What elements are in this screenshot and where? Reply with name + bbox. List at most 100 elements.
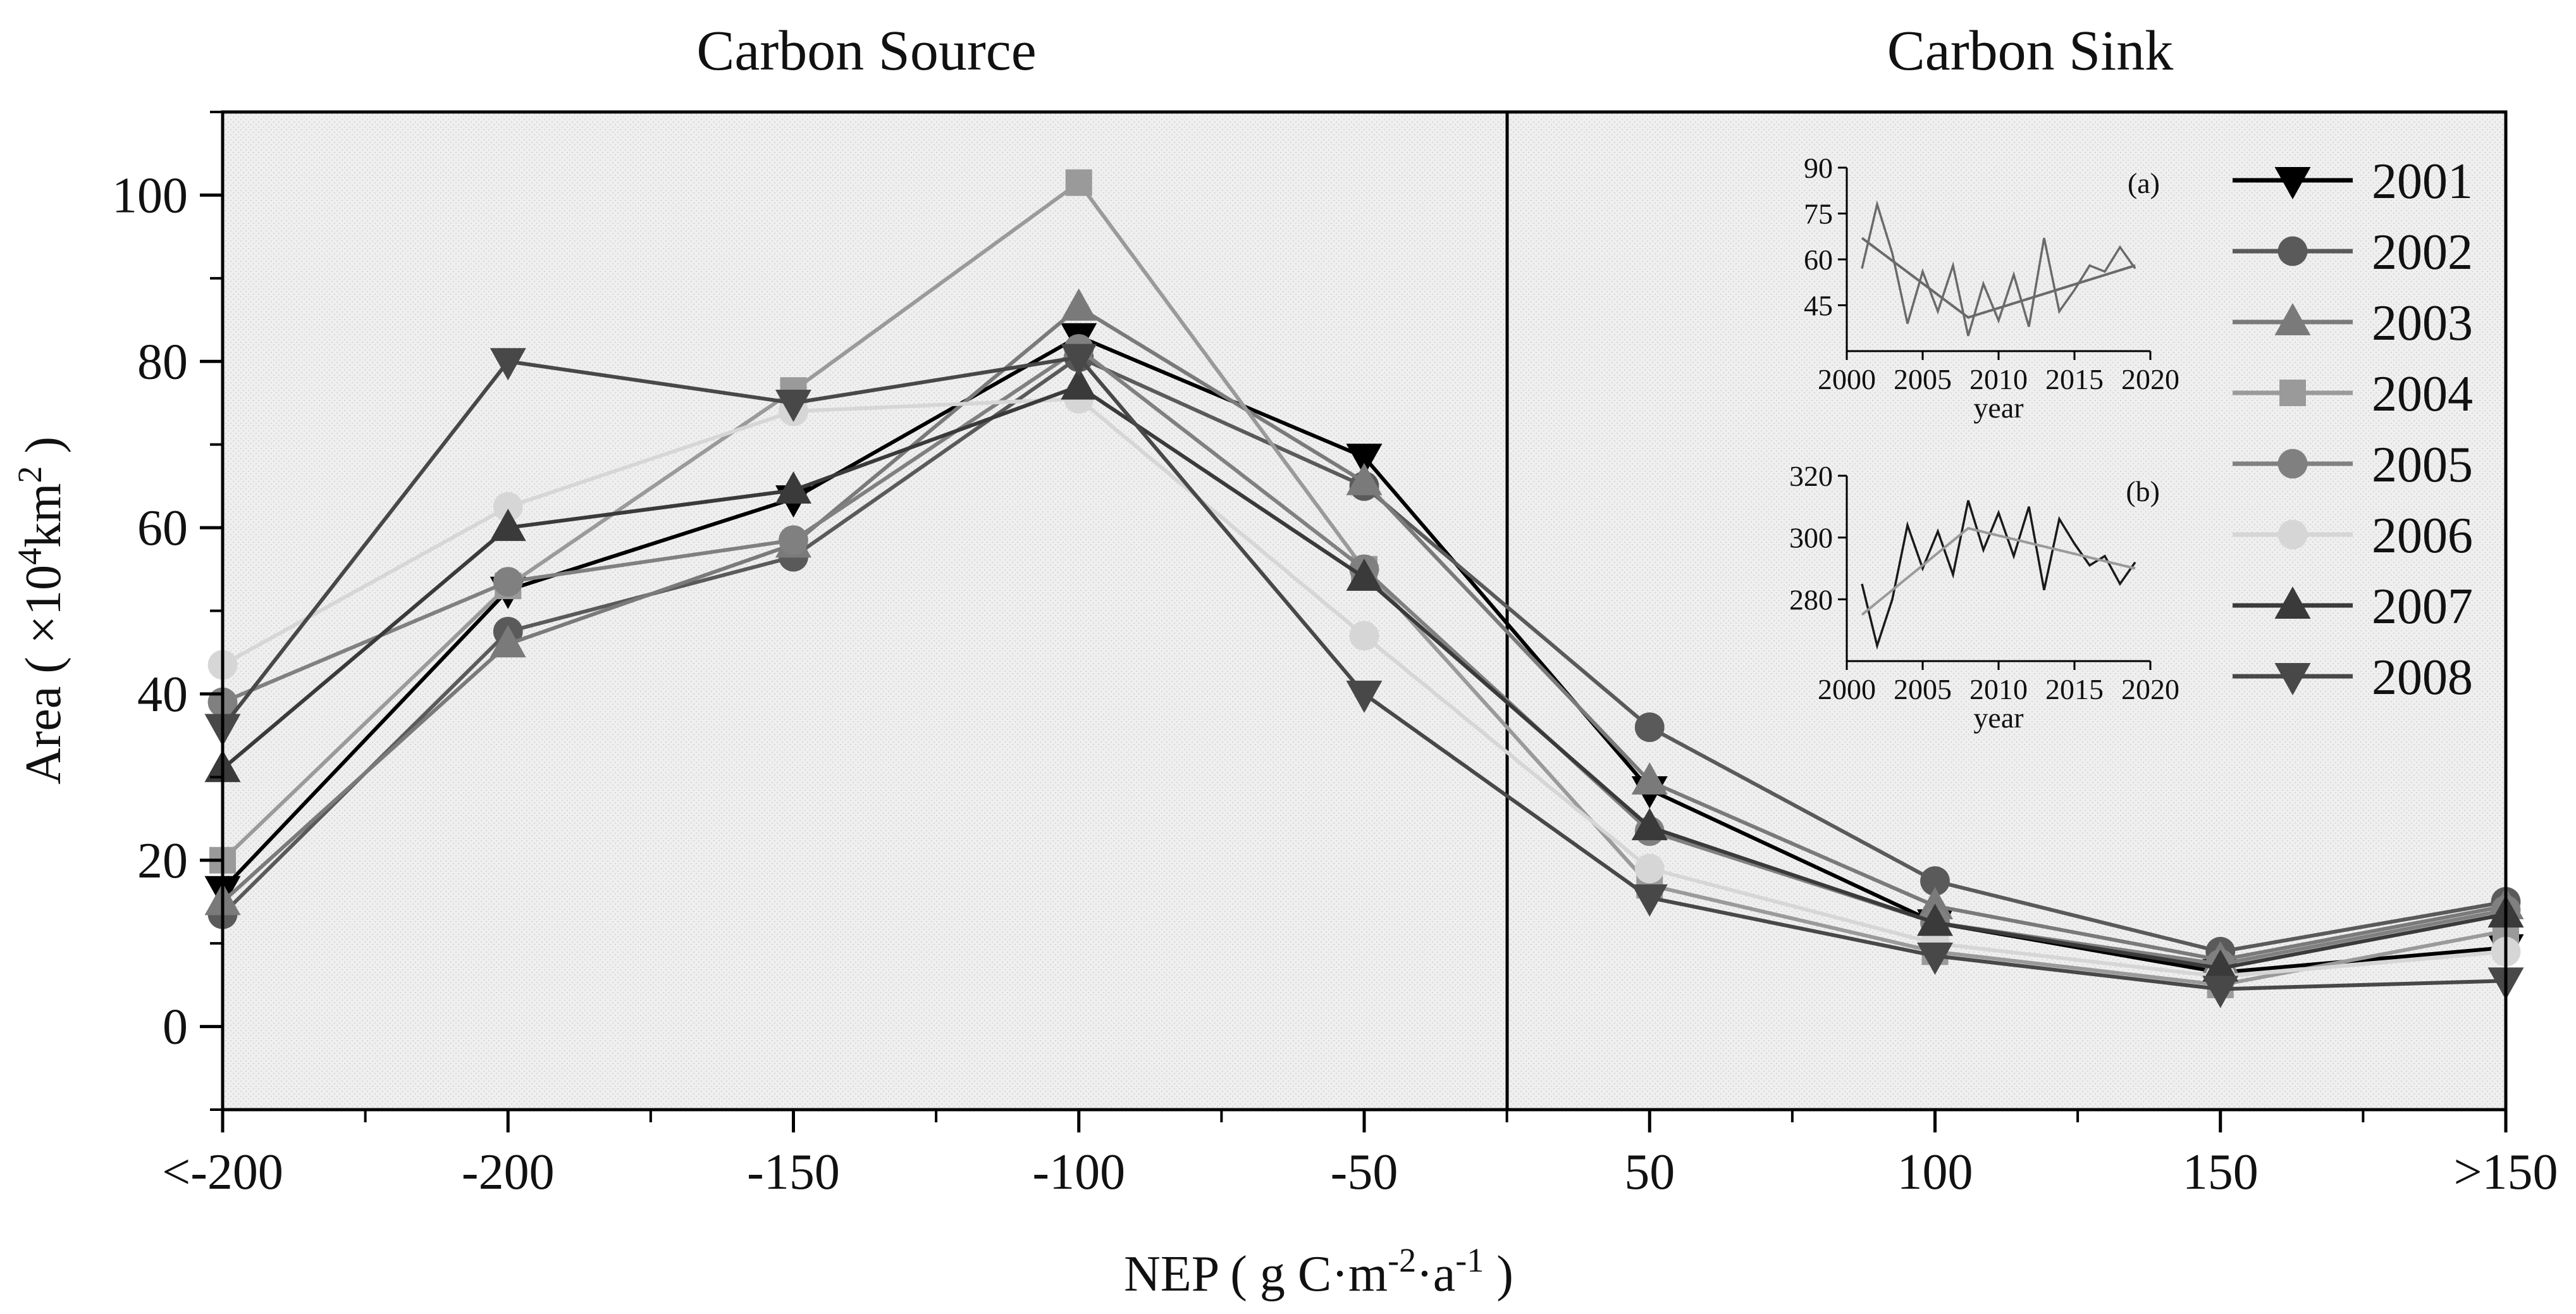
legend-item-2003: 2003	[2233, 295, 2473, 351]
data-point	[1346, 558, 1383, 591]
x-axis-title-close: )	[1484, 1246, 1513, 1302]
inset-y-tick-label: 90	[1804, 152, 1833, 184]
inset-y-tick-label: 280	[1789, 583, 1833, 616]
x-tick-label: <-200	[162, 1144, 283, 1200]
inset-trend-line	[1861, 237, 2136, 319]
y-tick-label: 60	[137, 500, 188, 556]
data-point	[1634, 853, 1665, 884]
inset-panel-label: (b)	[2126, 475, 2160, 507]
data-point	[1065, 169, 1092, 196]
data-point	[1917, 942, 1953, 975]
x-tick-label: >150	[2453, 1144, 2558, 1200]
legend-item-2002: 2002	[2233, 225, 2473, 280]
data-point	[2274, 303, 2311, 335]
inset-series-line	[1861, 500, 2136, 650]
data-point	[1917, 903, 1953, 936]
data-point	[1634, 712, 1665, 742]
legend-label: 2008	[2372, 650, 2473, 705]
data-point	[490, 625, 526, 658]
data-point	[2277, 449, 2308, 479]
data-point	[2274, 663, 2311, 695]
series-2007	[204, 367, 2524, 982]
inset-y-tick-label: 75	[1804, 198, 1833, 230]
data-point	[490, 348, 526, 381]
y-axis-title-unit-sup: 2	[11, 466, 49, 483]
y-axis-title-main: Area ( ×10	[16, 565, 71, 784]
data-point	[1631, 808, 1668, 841]
x-axis-title-main: NEP ( g C·m	[1124, 1246, 1388, 1302]
data-point	[490, 509, 526, 542]
data-point	[2202, 976, 2239, 1008]
x-tick-label: -100	[1032, 1144, 1125, 1200]
data-point	[1631, 762, 1668, 795]
legend-item-2005: 2005	[2233, 437, 2473, 493]
x-tick-label: -200	[462, 1144, 555, 1200]
data-point	[2277, 236, 2308, 266]
inset-0: 45 60 75 90 2000 2005 2010 2015 2020 year (a)	[1804, 152, 2179, 424]
data-point	[1061, 288, 1097, 321]
data-point	[2202, 949, 2239, 982]
y-tick-label: 40	[137, 667, 188, 722]
data-point	[779, 525, 808, 555]
x-tick-label: 150	[2183, 1144, 2259, 1200]
inset-x-tick-label: 2020	[2121, 673, 2179, 705]
inset-1: 280 300 320 2000 2005 2010 2015 2020 year (b)	[1789, 460, 2179, 734]
carbon-source-label: Carbon Source	[696, 20, 1036, 82]
y-tick-label: 100	[112, 168, 188, 223]
inset-trend-line	[1861, 526, 2136, 616]
legend-label: 2003	[2372, 295, 2473, 351]
inset-y-tick-label: 300	[1789, 522, 1833, 554]
x-tick-label: -50	[1331, 1144, 1398, 1200]
data-point	[2274, 167, 2311, 199]
legend-label: 2006	[2372, 508, 2473, 564]
x-tick-label: 100	[1897, 1144, 1973, 1200]
x-tick-label: 50	[1624, 1144, 1675, 1200]
data-point	[493, 492, 523, 522]
x-axis-title-sup2: -1	[1455, 1241, 1484, 1279]
x-axis-title: NEP ( g C·m-2·a-1 )	[1124, 1241, 1513, 1302]
data-point	[1346, 462, 1383, 495]
carbon-sink-label: Carbon Sink	[1887, 20, 2174, 82]
data-point	[775, 389, 811, 422]
inset-y-tick-label: 60	[1804, 244, 1833, 276]
data-point	[775, 471, 811, 504]
data-point	[2279, 380, 2306, 406]
data-point	[1061, 344, 1097, 376]
inset-x-tick-label: 2010	[1969, 363, 2028, 395]
legend-item-2004: 2004	[2233, 366, 2473, 422]
inset-x-title: year	[1973, 702, 2023, 734]
y-axis-title-unit: km	[16, 483, 71, 548]
legend-label: 2004	[2372, 366, 2473, 422]
data-point	[1346, 680, 1383, 713]
y-tick-label: 80	[137, 334, 188, 390]
legend-label: 2007	[2372, 579, 2473, 635]
data-point	[1920, 866, 1950, 896]
y-axis-title: Area ( ×104km2 )	[11, 437, 71, 784]
inset-x-tick-label: 2005	[1894, 363, 1952, 395]
x-axis-title-mid: ·a	[1416, 1246, 1455, 1302]
y-tick-label: 0	[163, 1000, 188, 1055]
legend-item-2001: 2001	[2233, 154, 2473, 209]
data-point	[1631, 884, 1668, 917]
data-point	[2277, 519, 2308, 550]
data-point	[1346, 443, 1383, 476]
legend-item-2007: 2007	[2233, 579, 2473, 635]
legend-item-2006: 2006	[2233, 508, 2473, 564]
legend-label: 2002	[2372, 225, 2473, 280]
y-axis-title-sup: 4	[11, 548, 49, 565]
data-point	[493, 567, 523, 597]
inset-x-tick-label: 2000	[1818, 363, 1876, 395]
data-point	[2274, 586, 2311, 619]
inset-series-line	[1861, 200, 2136, 337]
y-tick-label: 20	[137, 833, 188, 889]
data-point	[1349, 621, 1379, 651]
legend-label: 2001	[2372, 154, 2473, 209]
inset-x-tick-label: 2020	[2121, 363, 2179, 395]
x-axis-title-sup1: -2	[1388, 1241, 1416, 1279]
inset-x-tick-label: 2000	[1818, 673, 1876, 705]
legend-item-2008: 2008	[2233, 650, 2473, 705]
inset-x-title: year	[1973, 392, 2023, 424]
data-point	[1061, 367, 1097, 400]
inset-y-tick-label: 45	[1804, 290, 1833, 322]
inset-x-tick-label: 2005	[1894, 673, 1952, 705]
